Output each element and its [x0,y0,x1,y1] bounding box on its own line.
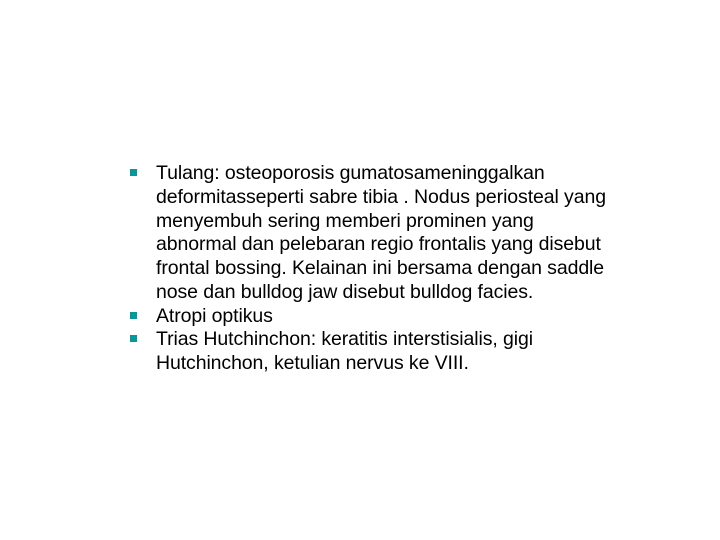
list-item: Trias Hutchinchon: keratitis interstisia… [130,328,610,376]
square-bullet-icon [130,169,137,176]
square-bullet-icon [130,312,137,319]
slide: Tulang: osteoporosis gumatosameninggalka… [0,0,720,540]
square-bullet-icon [130,335,137,342]
list-item-text: Trias Hutchinchon: keratitis interstisia… [156,328,533,374]
list-item: Atropi optikus [130,305,610,329]
list-item-text: Tulang: osteoporosis gumatosameninggalka… [156,162,606,303]
bullet-list: Tulang: osteoporosis gumatosameninggalka… [130,162,610,376]
list-item: Tulang: osteoporosis gumatosameninggalka… [130,162,610,305]
content-block: Tulang: osteoporosis gumatosameninggalka… [130,162,610,376]
list-item-text: Atropi optikus [156,305,273,327]
